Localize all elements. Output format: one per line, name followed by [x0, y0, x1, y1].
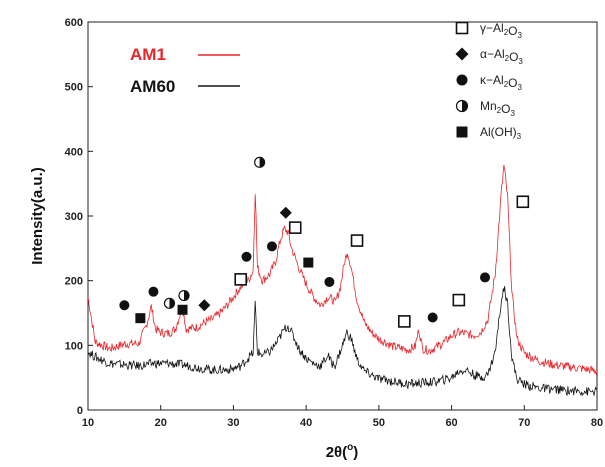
filled-square-marker [456, 126, 468, 138]
legend-subscript: 3 [510, 109, 515, 118]
y-tick-label: 100 [65, 340, 83, 352]
y-tick-label: 300 [65, 211, 83, 223]
x-tick-label: 60 [445, 417, 457, 429]
x-tick-label: 50 [373, 417, 385, 429]
y-tick-label: 200 [65, 276, 83, 288]
series-label-am60: AM60 [130, 77, 175, 96]
filled-square-marker [135, 313, 146, 324]
series-label-am1: AM1 [130, 45, 166, 64]
x-tick-label: 30 [227, 417, 239, 429]
y-axis-title: Intensity(a.u.) [29, 167, 46, 265]
open-square-marker [398, 315, 411, 328]
filled-circle-marker [456, 74, 468, 86]
legend-subscript: 2 [504, 80, 509, 89]
half-circle-marker-fill [462, 100, 468, 112]
half-circle-marker-fill [183, 290, 189, 301]
series-am60 [87, 285, 597, 397]
filled-circle-marker [480, 272, 491, 283]
legend-text-part: Al(OH) [480, 125, 517, 139]
filled-circle-marker [119, 300, 130, 311]
x-tick-label: 70 [518, 417, 530, 429]
legend-text-part: O [508, 76, 517, 90]
legend-entry-label: κ−Al2O3 [480, 73, 522, 92]
open-square-marker [452, 293, 466, 307]
legend-text-part: O [501, 102, 510, 116]
filled-diamond-marker [455, 47, 469, 61]
x-axis-title-close: ) [353, 444, 358, 461]
legend-text-part: O [508, 24, 517, 38]
x-tick-label: 10 [82, 417, 94, 429]
legend-text-part: Mn [480, 99, 497, 113]
y-tick-label: 400 [65, 146, 83, 158]
half-circle-marker-fill [169, 298, 175, 309]
legend-subscript: 2 [504, 28, 509, 37]
x-axis-title: 2θ(o) [326, 442, 359, 461]
legend-subscript: 3 [517, 83, 522, 92]
filled-circle-marker [324, 276, 335, 287]
legend-text-part: κ−Al [480, 73, 504, 87]
series-legend: AM1 AM60 [130, 45, 240, 96]
legend-subscript: 2 [505, 54, 510, 63]
y-tick-label: 600 [65, 17, 83, 29]
x-axis-title-unit: o [347, 442, 353, 453]
y-tick-label: 500 [65, 82, 83, 94]
legend-entry-label: Mn2O3 [480, 99, 515, 118]
legend-text-part: γ−Al [480, 21, 504, 35]
series-layer [87, 164, 598, 397]
filled-circle-marker [241, 251, 252, 262]
legend-entry-label: γ−Al2O3 [480, 21, 522, 40]
filled-circle-marker [148, 286, 159, 297]
x-tick-label: 40 [300, 417, 312, 429]
legend-subscript: 3 [517, 132, 522, 141]
legend-entry-label: Al(OH)3 [480, 125, 522, 141]
filled-diamond-marker [279, 206, 292, 219]
half-circle-marker-fill [259, 157, 265, 168]
legend-entry-label: α−Al2O3 [480, 47, 523, 66]
open-square-marker [455, 21, 469, 35]
filled-circle-marker [427, 312, 438, 323]
legend-text-part: O [509, 50, 518, 64]
open-square-marker [288, 221, 302, 234]
legend-subscript: 3 [518, 57, 523, 66]
filled-square-marker [303, 257, 314, 268]
x-axis-title-base: 2θ( [326, 444, 347, 461]
phase-markers [119, 156, 530, 328]
series-am1 [87, 164, 598, 376]
axis-ticks: 10 20 30 40 50 60 70 80 0 100 200 300 400 500 600 [65, 17, 603, 429]
x-tick-label: 80 [591, 417, 603, 429]
legend-text-part: α−Al [480, 47, 505, 61]
y-tick-label: 0 [77, 405, 83, 417]
open-square-marker [516, 195, 530, 209]
open-square-marker [350, 234, 364, 247]
legend-subscript: 3 [517, 31, 522, 40]
filled-diamond-marker [198, 299, 211, 312]
x-tick-label: 20 [155, 417, 167, 429]
legend-subscript: 2 [497, 106, 502, 115]
filled-circle-marker [266, 241, 277, 252]
open-square-marker [234, 273, 247, 286]
filled-square-marker [177, 304, 188, 315]
